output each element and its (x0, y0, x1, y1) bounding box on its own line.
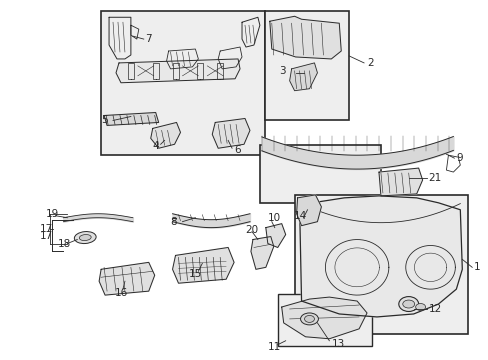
Text: 16: 16 (115, 288, 128, 298)
Polygon shape (289, 63, 317, 91)
Polygon shape (296, 195, 321, 226)
Text: 14: 14 (293, 211, 306, 221)
Text: 18: 18 (57, 239, 71, 248)
Ellipse shape (402, 300, 414, 308)
Text: 5: 5 (101, 116, 107, 126)
Bar (259, 145, 380, 203)
Bar (264, 11, 348, 121)
Text: 3: 3 (278, 66, 285, 76)
Text: 15: 15 (188, 269, 201, 279)
Text: 17: 17 (40, 224, 53, 234)
Ellipse shape (74, 231, 96, 244)
Text: 17: 17 (40, 230, 53, 240)
Polygon shape (250, 237, 273, 269)
Polygon shape (265, 224, 285, 247)
Text: 19: 19 (45, 209, 59, 219)
Polygon shape (150, 122, 180, 148)
Polygon shape (281, 297, 366, 339)
Text: 10: 10 (267, 213, 281, 223)
Polygon shape (104, 113, 158, 125)
Text: 1: 1 (473, 262, 480, 272)
Text: 11: 11 (267, 342, 281, 352)
Ellipse shape (415, 303, 425, 310)
Ellipse shape (300, 313, 318, 325)
Polygon shape (299, 196, 461, 317)
Ellipse shape (79, 235, 91, 240)
Polygon shape (212, 118, 249, 148)
Text: 21: 21 (427, 173, 441, 183)
Text: 9: 9 (455, 153, 462, 163)
Ellipse shape (398, 297, 418, 311)
Text: 12: 12 (427, 304, 441, 314)
Text: 13: 13 (331, 339, 344, 349)
Polygon shape (99, 262, 154, 295)
Text: 20: 20 (244, 225, 258, 235)
Ellipse shape (304, 315, 314, 323)
Text: 6: 6 (234, 145, 240, 155)
Polygon shape (116, 59, 240, 83)
Text: 7: 7 (144, 34, 151, 44)
Text: 8: 8 (170, 217, 177, 227)
Bar (294, 195, 468, 334)
Text: 2: 2 (366, 58, 373, 68)
Bar (101, 11, 264, 155)
Bar (277, 294, 371, 346)
Polygon shape (172, 247, 234, 283)
Text: 4: 4 (152, 141, 159, 151)
Polygon shape (269, 16, 341, 59)
Polygon shape (378, 168, 422, 196)
